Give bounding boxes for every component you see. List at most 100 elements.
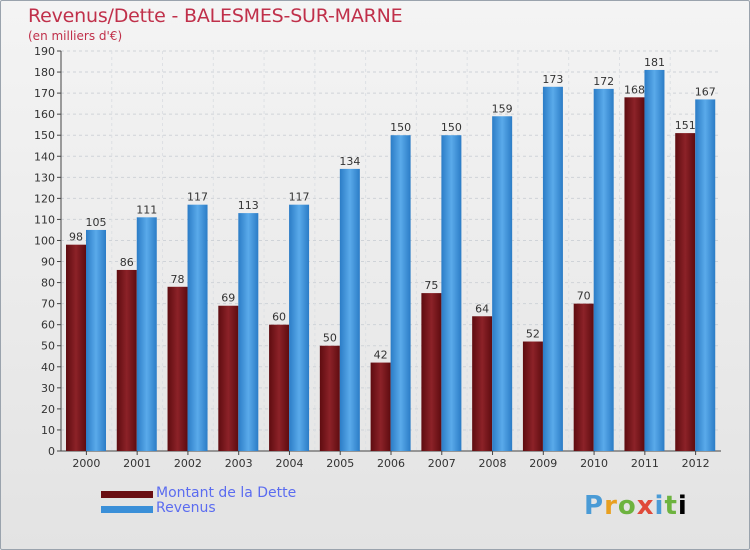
x-tick-label: 2009 <box>529 457 557 470</box>
y-tick-label: 170 <box>34 87 55 100</box>
x-tick-label: 2001 <box>123 457 151 470</box>
y-tick-label: 40 <box>41 361 55 374</box>
x-tick-label: 2011 <box>631 457 659 470</box>
bars <box>66 69 716 452</box>
logo-letter: i <box>654 491 665 521</box>
x-tick-label: 2010 <box>580 457 608 470</box>
y-tick-label: 150 <box>34 129 55 142</box>
data-label: 111 <box>136 203 157 216</box>
bar-revenue <box>441 135 462 452</box>
x-tick-label: 2003 <box>225 457 253 470</box>
bar-revenue <box>644 69 665 452</box>
data-label: 70 <box>577 290 591 303</box>
bar-debt <box>675 133 696 451</box>
bar-debt <box>269 324 290 451</box>
data-label: 117 <box>187 191 208 204</box>
proxiti-logo: Proxiti <box>584 491 688 521</box>
data-label: 50 <box>323 332 337 345</box>
bar-debt <box>472 316 493 451</box>
bar-revenue <box>187 204 208 451</box>
data-label: 98 <box>69 231 83 244</box>
logo-letter: o <box>617 491 637 521</box>
y-tick-label: 160 <box>34 108 55 121</box>
data-label: 78 <box>171 273 185 286</box>
y-tick-label: 60 <box>41 319 55 332</box>
chart-subtitle: (en milliers d'€) <box>28 29 123 43</box>
data-label: 150 <box>441 121 462 134</box>
bar-debt <box>522 341 543 451</box>
data-label: 105 <box>86 216 107 229</box>
y-tick-label: 70 <box>41 298 55 311</box>
legend-label-debt: Montant de la Dette <box>156 485 297 501</box>
data-label: 159 <box>492 102 513 115</box>
bar-revenue <box>86 229 106 451</box>
x-tick-label: 2008 <box>479 457 507 470</box>
data-label: 75 <box>424 279 438 292</box>
bar-revenue <box>289 204 310 451</box>
logo-letter: P <box>584 491 605 521</box>
bar-debt <box>319 345 340 451</box>
y-tick-label: 50 <box>41 340 55 353</box>
x-tick-label: 2012 <box>682 457 710 470</box>
bar-revenue <box>136 217 157 451</box>
x-tick-label: 2006 <box>377 457 405 470</box>
y-tick-label: 0 <box>48 445 55 458</box>
data-label: 173 <box>542 73 563 86</box>
data-label: 151 <box>675 119 696 132</box>
data-label: 86 <box>120 256 134 269</box>
bar-revenue <box>593 88 614 451</box>
y-tick-label: 90 <box>41 256 55 269</box>
bar-revenue <box>390 135 411 452</box>
legend-swatch-revenue <box>101 506 153 513</box>
data-label: 60 <box>272 311 286 324</box>
y-tick-label: 30 <box>41 382 55 395</box>
data-label: 150 <box>390 121 411 134</box>
bar-revenue <box>339 168 360 452</box>
data-label: 134 <box>339 155 360 168</box>
x-tick-label: 2004 <box>275 457 303 470</box>
data-label: 117 <box>289 191 310 204</box>
data-label: 52 <box>526 328 540 341</box>
bar-chart: 0 10 20 30 40 50 60 70 80 90 100 110 120 130 140 150 160… <box>34 45 721 470</box>
chart-title: Revenus/Dette - BALESMES-SUR-MARNE <box>28 5 403 27</box>
legend-label-revenue: Revenus <box>156 500 216 516</box>
logo-letter: r <box>604 491 618 521</box>
data-label: 168 <box>624 83 645 96</box>
data-label: 42 <box>374 349 388 362</box>
bar-debt <box>66 244 86 451</box>
logo-letter: t <box>664 491 678 521</box>
bar-revenue <box>238 213 259 451</box>
y-tick-label: 100 <box>34 234 55 247</box>
x-tick-label: 2000 <box>72 457 100 470</box>
y-tick-label: 110 <box>34 213 55 226</box>
bar-revenue <box>695 99 716 451</box>
bar-debt <box>624 97 645 451</box>
y-tick-label: 80 <box>41 277 55 290</box>
bar-debt <box>370 362 391 451</box>
logo-letter: x <box>636 491 655 521</box>
x-tick-label: 2002 <box>174 457 202 470</box>
y-tick-label: 10 <box>41 424 55 437</box>
data-label: 69 <box>221 292 235 305</box>
y-tick-label: 140 <box>34 150 55 163</box>
y-tick-label: 20 <box>41 403 55 416</box>
y-tick-label: 130 <box>34 171 55 184</box>
bar-debt <box>167 286 188 451</box>
data-label: 113 <box>238 199 259 212</box>
bar-debt <box>573 303 594 451</box>
bar-debt <box>116 269 137 451</box>
x-tick-label: 2005 <box>326 457 354 470</box>
y-tick-label: 180 <box>34 66 55 79</box>
y-tick-label: 190 <box>34 45 55 58</box>
data-label: 64 <box>475 302 489 315</box>
x-tick-label: 2007 <box>428 457 456 470</box>
data-label: 172 <box>593 75 614 88</box>
bar-debt <box>421 293 442 451</box>
bar-revenue <box>492 116 513 452</box>
data-label: 167 <box>695 85 716 98</box>
data-label: 181 <box>644 56 665 69</box>
bar-debt <box>218 305 239 451</box>
bar-revenue <box>542 86 563 451</box>
